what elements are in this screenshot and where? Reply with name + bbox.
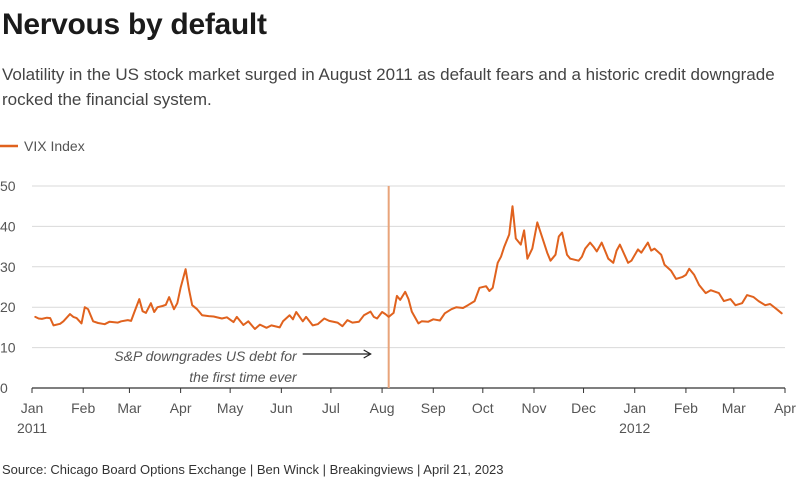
x-tick-label-14: Mar (722, 400, 746, 416)
x-tick-label-0: Jan (21, 400, 44, 416)
x-tick-label-8: Sep (421, 400, 446, 416)
x-tick-label-6: Jul (322, 400, 340, 416)
chart-title: Nervous by default (2, 8, 267, 41)
y-tick-label-50: 50 (0, 178, 16, 194)
y-tick-label-20: 20 (0, 299, 16, 315)
legend-label-vix: VIX Index (24, 138, 85, 154)
x-tick-label-1: Feb (71, 400, 95, 416)
x-tick-label-11: Dec (571, 400, 596, 416)
x-tick-label-5: Jun (270, 400, 293, 416)
chart-subtitle: Volatility in the US stock market surged… (2, 65, 775, 109)
annotation-line-1: S&P downgrades US debt for (114, 348, 298, 364)
x-tick-label-4: May (217, 400, 243, 416)
legend: VIX Index (0, 138, 85, 154)
annotation-arrow-head (363, 349, 372, 359)
x-tick-label-12: Jan (623, 400, 646, 416)
source-note: Source: Chicago Board Options Exchange |… (2, 462, 504, 477)
vix-series (34, 205, 783, 330)
x-tick-year-2012: 2012 (619, 420, 650, 436)
y-tick-label-30: 30 (0, 259, 16, 275)
x-tick-label-10: Nov (522, 400, 547, 416)
x-tick-label-2: Mar (117, 400, 141, 416)
y-axis-tick-labels: 0 10 20 30 40 50 (0, 178, 16, 396)
downgrade-annotation: S&P downgrades US debt for the first time… (114, 348, 372, 385)
x-tick-year-2011: 2011 (17, 420, 47, 436)
y-tick-label-0: 0 (0, 380, 8, 396)
x-tick-label-7: Aug (370, 400, 395, 416)
x-axis-tick-labels: Jan 2011 Feb Mar Apr May Jun Jul Aug Sep Oct Nov Dec… (17, 388, 796, 436)
annotation-line-2: the first time ever (189, 369, 298, 385)
x-tick-label-13: Feb (674, 400, 698, 416)
vix-line-chart: VIX Index 0 10 20 30 40 50 Jan 2011 Feb Mar Apr Ma… (0, 138, 796, 436)
vix-line (34, 205, 783, 330)
x-tick-label-9: Oct (472, 400, 494, 416)
y-tick-label-40: 40 (0, 218, 16, 234)
x-tick-label-3: Apr (170, 400, 192, 416)
x-tick-label-15: Apr (774, 400, 796, 416)
y-tick-label-10: 10 (0, 340, 16, 356)
